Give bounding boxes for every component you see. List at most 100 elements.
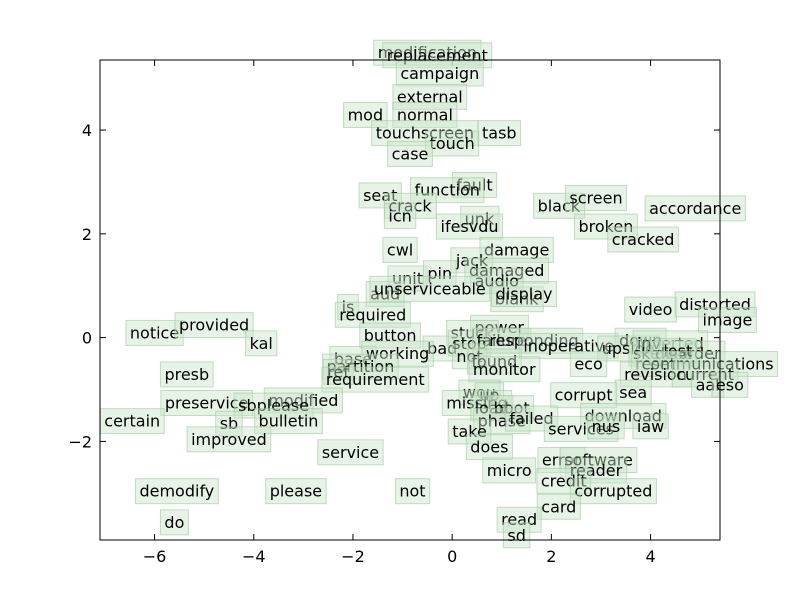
word-point: fault [451, 172, 498, 199]
word-point: accordance [644, 195, 746, 222]
word-point-box [254, 408, 323, 435]
word-point-label: bulletin [259, 412, 319, 431]
word-point-label: service [322, 443, 379, 462]
word-point: read [496, 506, 542, 533]
word-point-box [447, 418, 492, 445]
word-point-box [518, 332, 619, 359]
word-point: services [543, 415, 619, 442]
word-point-label: sd [507, 526, 526, 545]
word-point-label: inoperative [523, 336, 614, 355]
word-point-label: touchscreen [376, 124, 474, 143]
word-point-label: cwl [387, 240, 413, 259]
word-point-label: screen [569, 189, 622, 208]
word-point-label: display [496, 285, 553, 304]
word-point-label: software [564, 451, 633, 470]
word-point: blank [490, 286, 544, 313]
word-point-box [387, 140, 433, 167]
word-point-box [410, 177, 485, 204]
x-tick-label: 0 [447, 547, 457, 566]
word-point-label: monitor [473, 360, 536, 379]
word-point-label: improved [191, 430, 267, 449]
word-point-box [337, 293, 359, 320]
word-point-label: revision [624, 365, 687, 384]
word-point-label: eco [574, 355, 602, 374]
word-point-box [186, 426, 272, 453]
word-point-box [482, 457, 537, 484]
word-point: upside [597, 335, 660, 362]
word-point-label: case [392, 144, 429, 163]
word-point: reset [630, 351, 681, 378]
word-point-label: broken [578, 217, 633, 236]
word-point: inoperative [518, 332, 619, 359]
word-point-label: eso [716, 375, 744, 394]
word-point-label: error [542, 451, 581, 470]
word-point: does [465, 434, 513, 461]
word-point-box [711, 371, 749, 398]
word-point: external [392, 83, 468, 110]
word-point-box [674, 291, 756, 318]
word-point-label: button [364, 326, 417, 345]
word-point-label: reset [635, 355, 676, 374]
word-point: certain [99, 408, 165, 435]
word-point: distorted [674, 291, 756, 318]
word-point: button [359, 322, 422, 349]
y-tick-label: −2 [68, 432, 92, 451]
word-point-label: read [501, 510, 537, 529]
word-point: do [159, 509, 189, 536]
word-point-box [536, 467, 592, 494]
word-point-box [159, 509, 189, 536]
word-point: function [410, 177, 485, 204]
word-points: modificationreplacementcampaignexternalm… [99, 39, 779, 549]
word-point: screen [564, 185, 628, 212]
word-point: aud [365, 281, 405, 308]
word-point: take [447, 418, 492, 445]
word-point: phase [473, 408, 531, 435]
word-point-label: distorted [679, 295, 751, 314]
word-point-box [597, 335, 660, 362]
word-point: revision [619, 361, 692, 388]
word-point-box [317, 439, 384, 466]
word-point-box [464, 257, 549, 284]
word-point: eso [711, 371, 749, 398]
word-point: failed [504, 405, 559, 432]
word-point-label: provided [179, 316, 249, 335]
word-point-box [460, 205, 500, 232]
word-point-label: modified [268, 391, 338, 410]
word-point-box [569, 351, 608, 378]
y-tick-label: 0 [82, 329, 92, 348]
word-point-box [490, 286, 544, 313]
word-point-label: credit [541, 471, 587, 490]
word-point-box [644, 195, 746, 222]
word-point: normal [392, 101, 458, 128]
word-point-label: upside [602, 339, 655, 358]
word-point-label: campaign [400, 64, 479, 83]
word-point: sb [215, 410, 243, 437]
word-point-box [134, 478, 219, 505]
word-point: eco [569, 351, 608, 378]
word-point-label: external [397, 87, 463, 106]
word-point: sd [502, 522, 531, 549]
word-point: tasb [477, 120, 522, 147]
word-point-label: missing [446, 393, 507, 412]
word-point-label: damage [484, 240, 549, 259]
word-point-label: seat [363, 186, 397, 205]
word-point-box [477, 120, 522, 147]
word-point-box [496, 506, 542, 533]
word-point: video [624, 296, 677, 323]
word-point-box [436, 213, 504, 240]
word-point-label: function [415, 181, 480, 200]
word-point-box [392, 101, 458, 128]
word-point: mod [343, 101, 388, 128]
word-point-label: mod [348, 105, 384, 124]
word-point-box [99, 408, 165, 435]
word-point-label: crack [388, 196, 432, 215]
word-point-label: skewed [633, 344, 693, 363]
word-point-label: unit [392, 269, 423, 288]
word-point: aal [691, 371, 725, 398]
word-point-box [322, 358, 354, 385]
word-point-box [215, 410, 243, 437]
word-point: bulletin [254, 408, 323, 435]
word-point-label: cracked [612, 230, 675, 249]
word-point-box [392, 83, 468, 110]
word-point-box [691, 371, 725, 398]
